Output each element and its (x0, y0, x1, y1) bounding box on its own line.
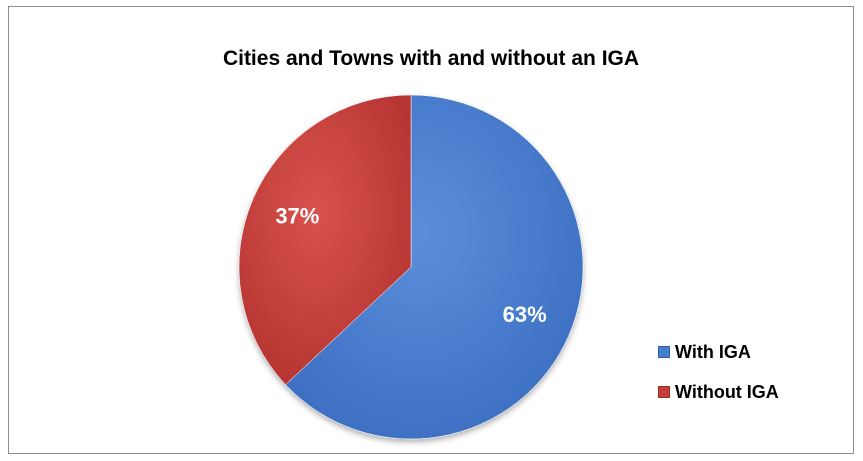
legend-swatch-without-iga (658, 386, 670, 398)
data-label-without-iga: 37% (275, 204, 319, 229)
pie-chart: 63% 37% (238, 94, 584, 440)
legend-label-with-iga: With IGA (675, 341, 751, 362)
pie-slice-with-iga (285, 94, 584, 440)
legend: With IGA Without IGA (658, 341, 779, 421)
legend-label-without-iga: Without IGA (675, 381, 779, 402)
legend-item-without-iga: Without IGA (658, 381, 779, 403)
chart-title: Cities and Towns with and without an IGA (222, 47, 640, 70)
chart-frame: Cities and Towns with and without an IGA… (8, 6, 854, 454)
legend-swatch-with-iga (658, 346, 670, 358)
data-label-with-iga: 63% (503, 302, 547, 327)
pie-slice-without-iga (238, 94, 412, 386)
legend-item-with-iga: With IGA (658, 341, 779, 363)
